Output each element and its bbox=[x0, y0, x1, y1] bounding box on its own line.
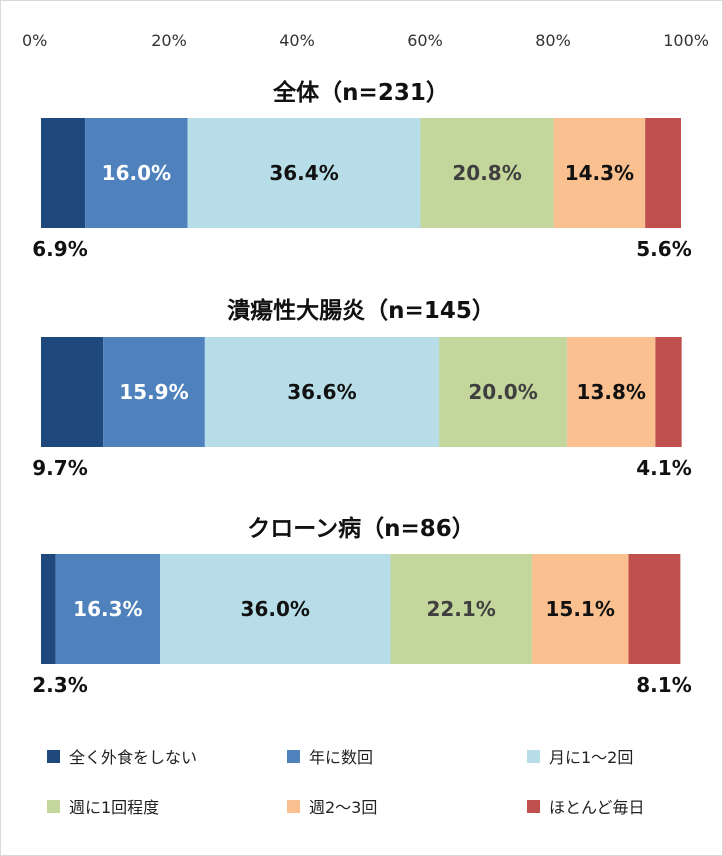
bar-segment bbox=[103, 337, 205, 447]
legend-label: 年に数回 bbox=[309, 748, 373, 767]
bar-segment bbox=[420, 118, 554, 228]
legend-swatch bbox=[47, 750, 60, 763]
bar-segment bbox=[41, 337, 104, 447]
legend-swatch bbox=[527, 800, 540, 813]
bar-segment bbox=[553, 118, 646, 228]
bar-segment bbox=[55, 554, 161, 664]
bar-segment bbox=[567, 337, 656, 447]
data-label-outside: 9.7% bbox=[32, 456, 87, 480]
data-label: 16.0% bbox=[102, 161, 171, 185]
panel-title: 全体（n=231） bbox=[272, 79, 449, 106]
bar-segment bbox=[655, 337, 682, 447]
legend-swatch bbox=[527, 750, 540, 763]
legend-swatch bbox=[287, 800, 300, 813]
data-label: 15.9% bbox=[119, 380, 188, 404]
legend-swatch bbox=[47, 800, 60, 813]
legend-label: 週2～3回 bbox=[309, 798, 377, 817]
data-label: 22.1% bbox=[426, 597, 495, 621]
axis-tick-label: 80% bbox=[535, 31, 571, 50]
bar-segment bbox=[390, 554, 532, 664]
data-label-outside: 6.9% bbox=[32, 237, 87, 261]
data-label-outside: 2.3% bbox=[32, 673, 87, 697]
data-label: 20.0% bbox=[468, 380, 537, 404]
legend-swatch bbox=[287, 750, 300, 763]
bar-segment bbox=[41, 554, 56, 664]
bar-segment bbox=[628, 554, 681, 664]
legend-label: ほとんど毎日 bbox=[549, 798, 645, 817]
data-label: 14.3% bbox=[565, 161, 634, 185]
bar-segment bbox=[85, 118, 188, 228]
axis-tick-label: 100% bbox=[663, 31, 709, 50]
bar-segment bbox=[439, 337, 568, 447]
legend-label: 週に1回程度 bbox=[69, 798, 159, 817]
data-label: 36.4% bbox=[269, 161, 338, 185]
data-label: 20.8% bbox=[452, 161, 521, 185]
data-label-outside: 5.6% bbox=[636, 237, 691, 261]
data-label: 36.0% bbox=[241, 597, 310, 621]
data-label: 16.3% bbox=[73, 597, 142, 621]
data-label-outside: 8.1% bbox=[636, 673, 691, 697]
data-label-outside: 4.1% bbox=[636, 456, 691, 480]
axis-tick-label: 0% bbox=[22, 31, 47, 50]
axis-tick-label: 20% bbox=[151, 31, 187, 50]
bar-segment bbox=[204, 337, 440, 447]
data-label: 15.1% bbox=[546, 597, 615, 621]
bar-segment bbox=[645, 118, 681, 228]
axis-tick-label: 40% bbox=[279, 31, 315, 50]
bar-segment bbox=[531, 554, 629, 664]
legend-label: 月に1～2回 bbox=[549, 748, 633, 767]
legend-label: 全く外食をしない bbox=[69, 748, 197, 767]
axis-tick-label: 60% bbox=[407, 31, 443, 50]
data-label: 13.8% bbox=[577, 380, 646, 404]
bar-segment bbox=[187, 118, 421, 228]
data-label: 36.6% bbox=[287, 380, 356, 404]
bar-segment bbox=[160, 554, 391, 664]
panel-title: クローン病（n=86） bbox=[247, 515, 475, 542]
panel-title: 潰瘍性大腸炎（n=145） bbox=[227, 297, 495, 324]
bar-segment bbox=[41, 118, 86, 228]
